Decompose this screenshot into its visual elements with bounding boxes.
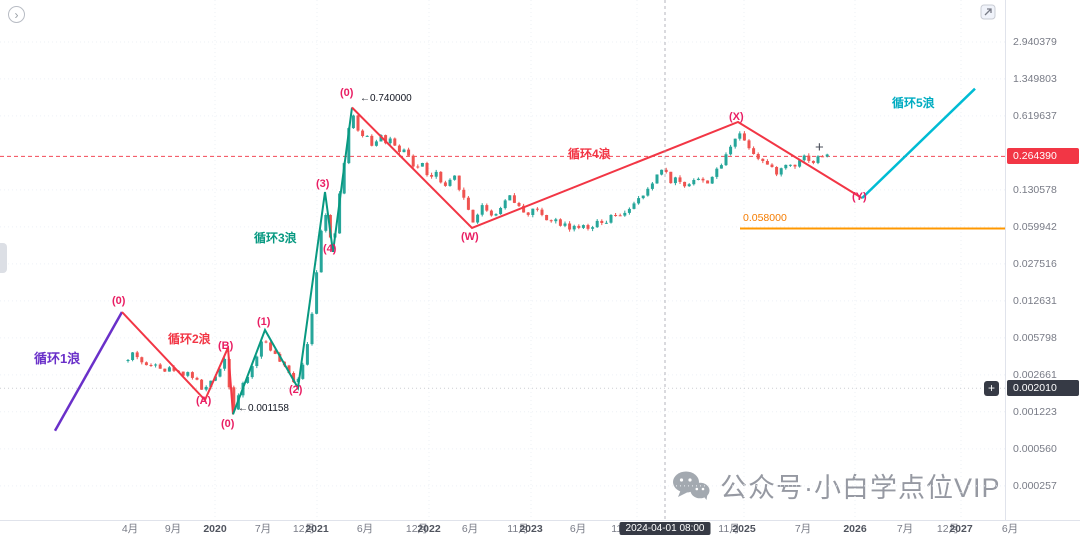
time-axis[interactable]: 4月 9月 2020 7月 12月 2021 6月 12月 2022 6月 11月 2023 6月 11月… [0, 520, 1080, 535]
cycle-wave-5-line[interactable] [861, 87, 976, 199]
price-tick-label: 0.059942 [1013, 220, 1057, 233]
time-tick-year-label: 2021 [305, 523, 329, 535]
time-tick-label: 7月 [896, 523, 914, 535]
time-tick-label: 11月 [507, 523, 529, 535]
price-tick-label: 0.130578 [1013, 183, 1057, 196]
candlestick-series [126, 114, 829, 410]
time-tick-year-label: 2022 [417, 523, 441, 535]
wechat-icon [673, 471, 710, 500]
cycle-wave-3-line[interactable] [232, 107, 353, 415]
time-tick-year-label: 2023 [519, 523, 543, 535]
cycle-wave-1-line[interactable] [53, 311, 124, 432]
price-tick-label: 0.002661 [1013, 368, 1057, 381]
time-tick-label: 12月 [405, 523, 429, 535]
price-axis[interactable]: 2.940379 1.349803 0.619637 0.130578 0.059942… [1005, 0, 1080, 520]
price-tick-label: 1.349803 [1013, 72, 1057, 85]
price-tick-label: 0.619637 [1013, 109, 1057, 122]
price-chart-canvas[interactable] [0, 0, 1005, 520]
time-tick-label: 12月 [936, 523, 960, 535]
price-tick-label: 0.000257 [1013, 479, 1057, 492]
price-tick-label: 2.940379 [1013, 35, 1057, 48]
watermark-text: 公众号·小白学点位VIP [720, 473, 1001, 503]
time-tick-label: 7月 [254, 523, 272, 535]
time-tick-label: 6月 [1001, 523, 1019, 535]
add-alert-plus-button[interactable]: + [984, 381, 999, 397]
level-price-badge: 0.002010 [1007, 380, 1079, 397]
time-tick-year-label: 2020 [203, 523, 227, 535]
time-tick-label: 6月 [569, 523, 587, 535]
time-tick-year-label: 2026 [843, 523, 867, 535]
grid-lines [0, 0, 1005, 520]
time-tick-year-label: 2025 [732, 523, 756, 535]
time-tick-label: 11月 [718, 523, 740, 535]
current-price-badge: 0.264390 [1007, 148, 1079, 165]
time-tick-label: 12月 [292, 523, 316, 535]
price-tick-label: 0.012631 [1013, 294, 1057, 307]
time-tick-label: 4月 [121, 523, 139, 535]
time-tick-label: 7月 [794, 523, 812, 535]
cycle-wave-2-line[interactable] [121, 311, 234, 415]
time-tick-year-label: 2027 [949, 523, 973, 535]
time-tick-label: 9月 [164, 523, 182, 535]
cycle-wave-4-line[interactable] [351, 106, 863, 230]
maximize-pane-icon[interactable] [980, 4, 996, 20]
crosshair-time-badge: 2024-04-01 08:00 [619, 522, 711, 535]
watermark: 公众号·小白学点位VIP [672, 466, 1001, 505]
time-tick-label: 6月 [461, 523, 479, 535]
expand-toolbar-button[interactable]: › [8, 6, 25, 23]
price-tick-label: 0.001223 [1013, 405, 1057, 418]
price-tick-label: 0.005798 [1013, 331, 1057, 344]
chevron-right-icon: › [14, 7, 19, 22]
price-tick-label: 0.000560 [1013, 442, 1057, 455]
time-tick-label: 6月 [356, 523, 374, 535]
price-tick-label: 0.027516 [1013, 257, 1057, 270]
left-toolbar-handle[interactable] [0, 243, 7, 273]
